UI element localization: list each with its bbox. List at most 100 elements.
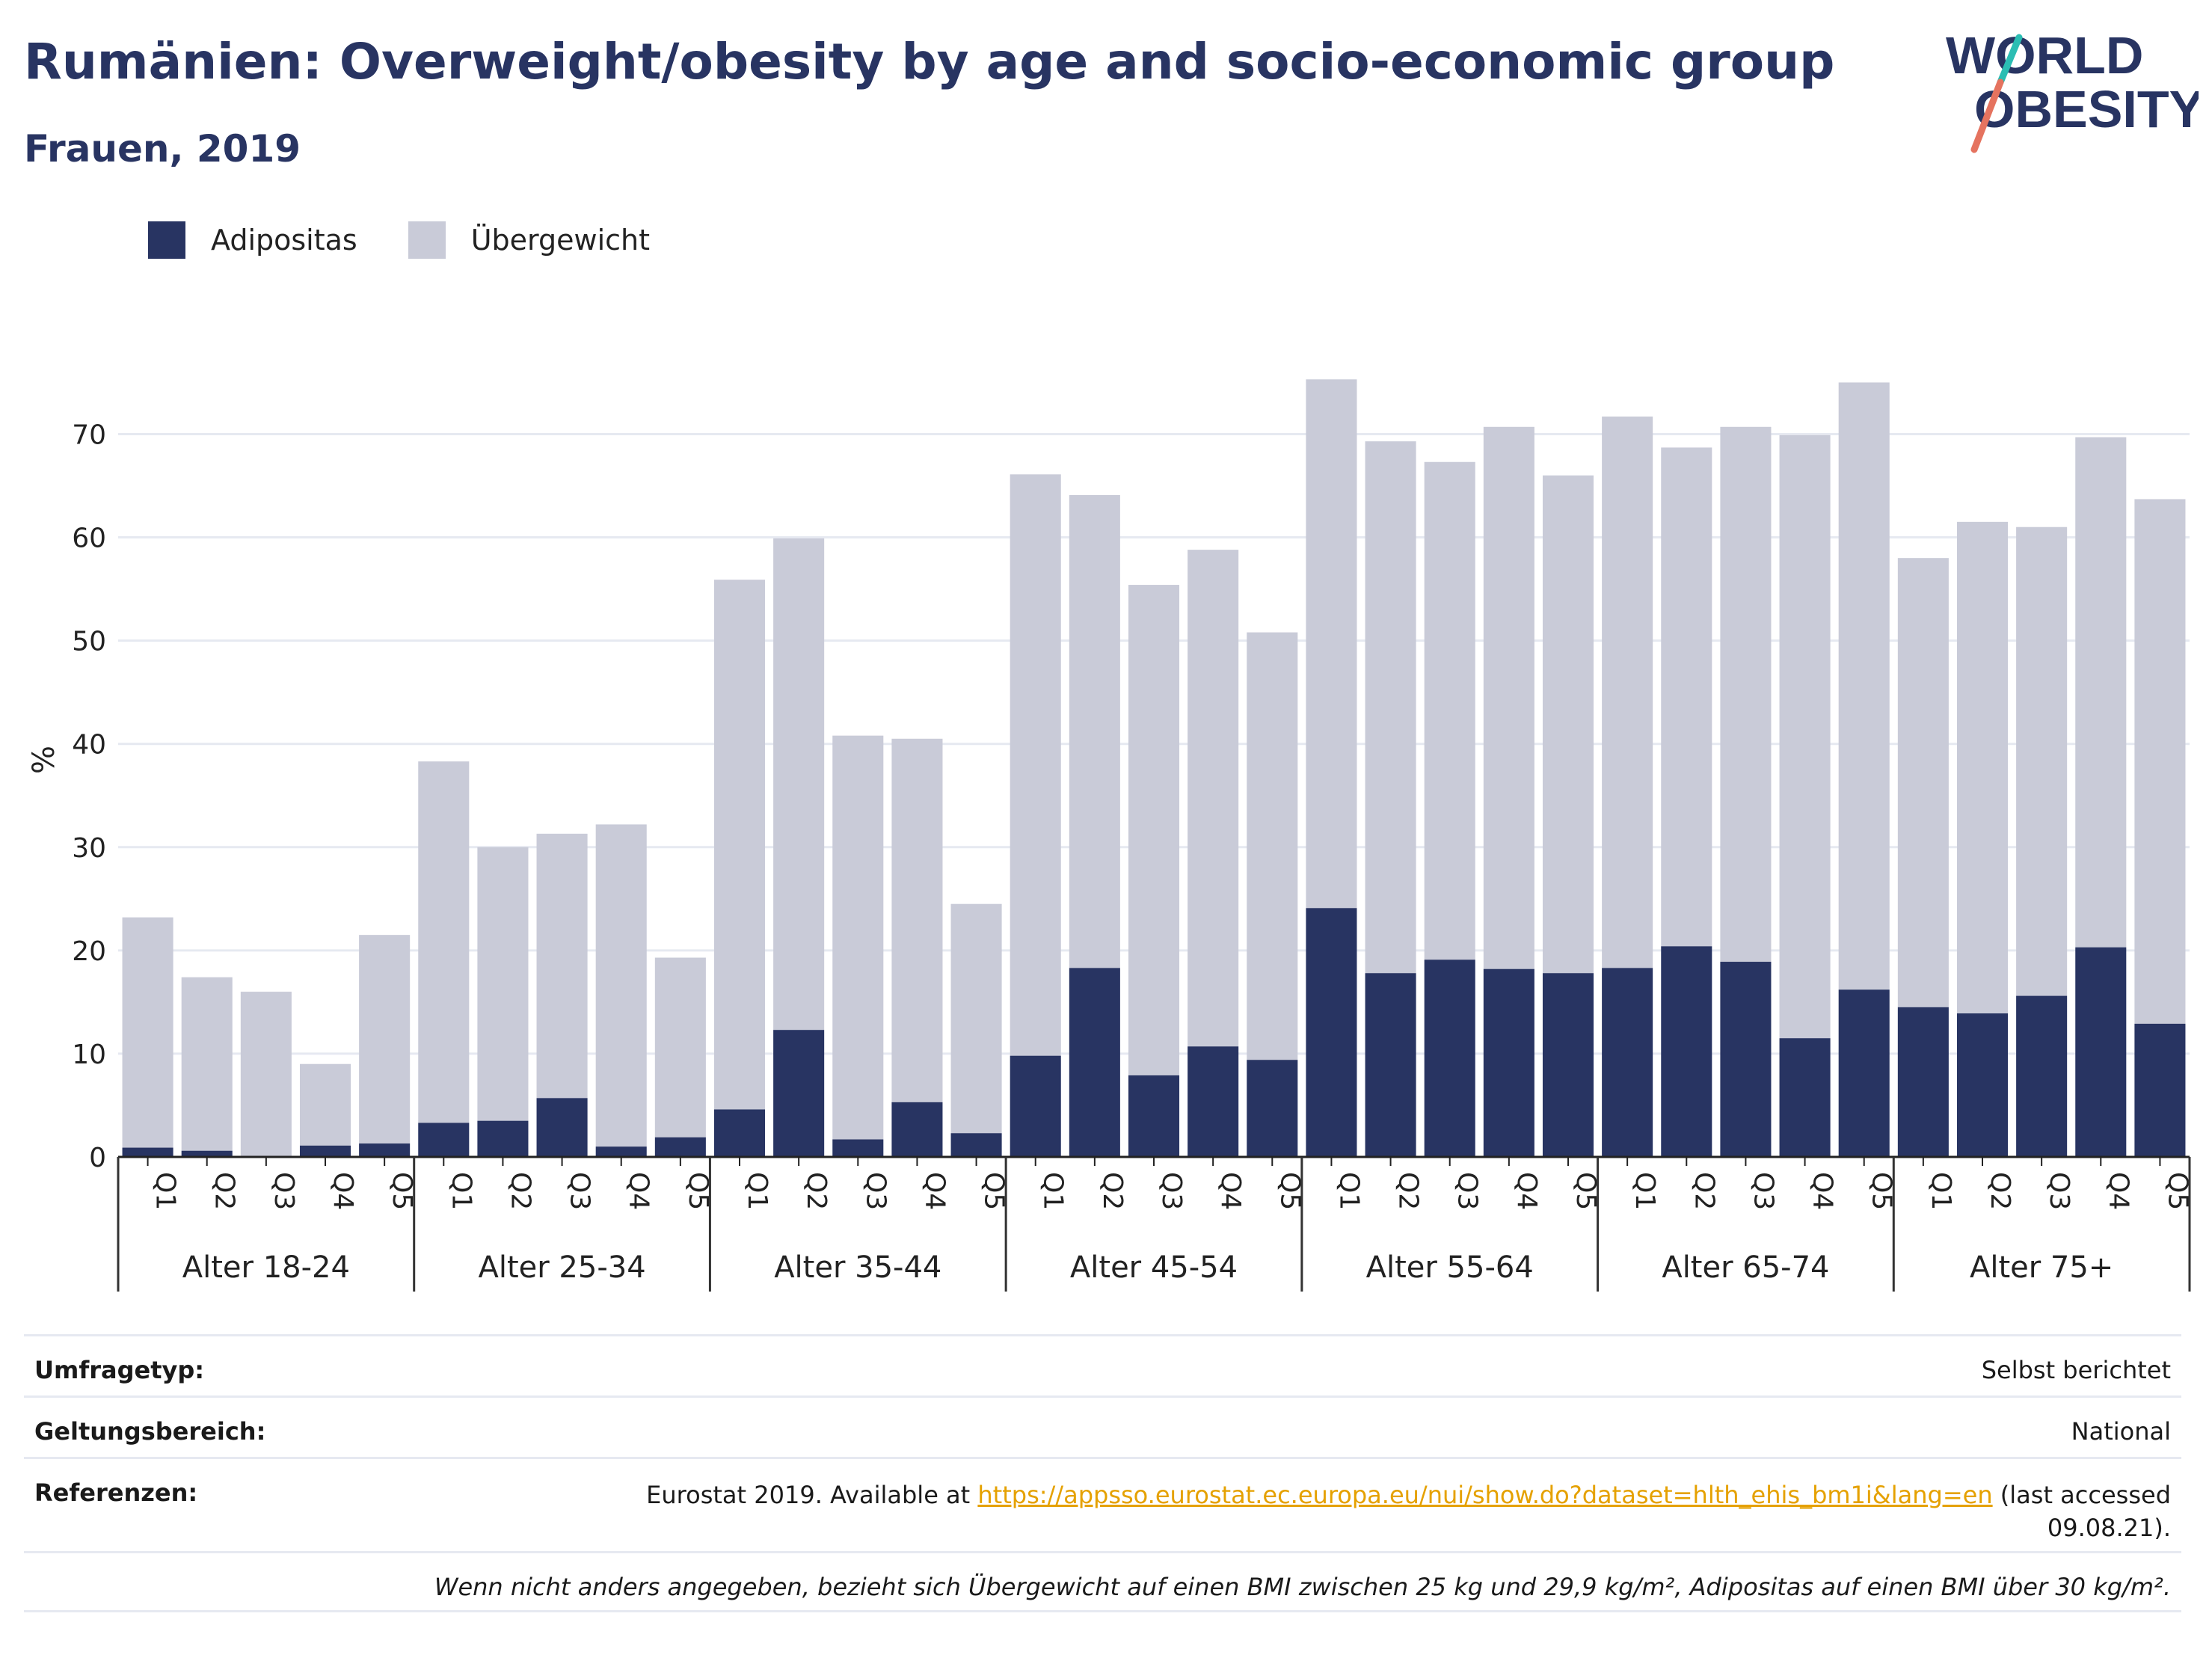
- group-label: Alter 35-44: [774, 1250, 941, 1285]
- bar-obesity: [1956, 1013, 2009, 1157]
- x-tick-label: Q2: [1689, 1172, 1719, 1210]
- bar-overweight: [1779, 435, 1831, 1039]
- bar-obesity: [832, 1139, 884, 1157]
- group-label: Alter 55-64: [1366, 1250, 1534, 1285]
- bar-obesity: [359, 1143, 411, 1157]
- info-row-survey: Umfragetyp: Selbst berichtet: [24, 1334, 2181, 1395]
- x-tick-label: Q3: [565, 1172, 595, 1210]
- bar-overweight: [832, 735, 884, 1140]
- x-tick-label: Q4: [624, 1172, 654, 1210]
- chart-title: Rumänien: Overweight/obesity by age and …: [24, 33, 1835, 90]
- bar-obesity: [1838, 989, 1890, 1157]
- x-tick-label: Q5: [1570, 1172, 1601, 1210]
- bar-overweight: [2016, 526, 2068, 996]
- group-label: Alter 65-74: [1662, 1250, 1829, 1285]
- y-tick-label: 20: [72, 936, 106, 967]
- ref-link[interactable]: https://appsso.eurostat.ec.europa.eu/nui…: [977, 1481, 1993, 1509]
- bar-obesity: [1128, 1075, 1180, 1157]
- survey-type-label: Umfragetyp:: [34, 1356, 205, 1384]
- bar-obesity: [1720, 962, 1772, 1157]
- bar-overweight: [536, 833, 588, 1099]
- x-tick-label: Q2: [801, 1172, 832, 1210]
- x-tick-label: Q4: [2103, 1172, 2133, 1210]
- x-tick-label: Q2: [505, 1172, 535, 1210]
- x-tick-label: Q5: [2162, 1172, 2193, 1210]
- x-tick-label: Q4: [328, 1172, 358, 1210]
- x-tick-label: Q1: [742, 1172, 772, 1210]
- x-tick-label: Q1: [1333, 1172, 1364, 1210]
- group-label: Alter 75+: [1970, 1250, 2113, 1285]
- references-value: Eurostat 2019. Available at https://apps…: [646, 1479, 2171, 1544]
- bar-overweight: [2134, 499, 2186, 1024]
- y-tick-label: 70: [72, 420, 106, 450]
- bar-overweight: [1720, 426, 1772, 962]
- x-tick-label: Q3: [2044, 1172, 2074, 1210]
- bar-overweight: [891, 738, 943, 1102]
- bar-obesity: [1483, 968, 1534, 1157]
- bar-obesity: [477, 1120, 529, 1157]
- bar-overweight: [773, 538, 825, 1031]
- bar-overweight: [1128, 585, 1180, 1075]
- bar-obesity: [1779, 1038, 1831, 1157]
- x-tick-label: Q1: [446, 1172, 476, 1210]
- y-tick-label: 10: [72, 1040, 106, 1070]
- ref-suffix: (last accessed: [1992, 1481, 2171, 1509]
- x-tick-label: Q5: [683, 1172, 713, 1210]
- ref-date: 09.08.21).: [2047, 1514, 2171, 1542]
- bar-overweight: [1247, 632, 1298, 1060]
- bar-overweight: [1897, 558, 1949, 1007]
- x-tick-label: Q3: [1156, 1172, 1187, 1210]
- bar-obesity: [299, 1145, 351, 1157]
- bar-overweight: [713, 580, 766, 1110]
- legend: Adipositas Übergewicht: [148, 221, 701, 259]
- x-tick-label: Q4: [1215, 1172, 1246, 1210]
- bar-obesity: [1247, 1060, 1298, 1157]
- bar-obesity: [595, 1146, 647, 1157]
- bar-obesity: [1306, 908, 1357, 1157]
- bar-obesity: [891, 1102, 943, 1157]
- x-tick-label: Q2: [1393, 1172, 1424, 1210]
- info-table: Umfragetyp: Selbst berichtet Geltungsber…: [24, 1334, 2181, 1612]
- bar-overweight: [1838, 382, 1890, 990]
- bar-overweight: [950, 903, 1002, 1134]
- x-tick-label: Q2: [1097, 1172, 1128, 1210]
- bar-overweight: [654, 957, 706, 1137]
- y-tick-label: 40: [72, 730, 106, 761]
- y-tick-label: 0: [89, 1143, 106, 1173]
- bar-obesity: [1897, 1007, 1949, 1157]
- bar-obesity: [2075, 947, 2127, 1157]
- bar-obesity: [1365, 973, 1416, 1157]
- bar-overweight: [1010, 474, 1061, 1056]
- x-tick-label: Q5: [979, 1172, 1010, 1210]
- bar-obesity: [713, 1109, 766, 1157]
- bar-obesity: [122, 1147, 173, 1157]
- bar-overweight: [418, 761, 470, 1123]
- x-tick-label: Q4: [1807, 1172, 1838, 1210]
- bar-overweight: [1602, 416, 1653, 968]
- bar-overweight: [1069, 494, 1120, 968]
- ref-prefix: Eurostat 2019. Available at: [646, 1481, 978, 1509]
- bar-obesity: [2134, 1023, 2186, 1157]
- definition-note: Wenn nicht anders angegeben, bezieht sic…: [434, 1573, 2171, 1601]
- info-row-note: Wenn nicht anders angegeben, bezieht sic…: [24, 1551, 2181, 1612]
- bar-overweight: [181, 977, 233, 1151]
- bar-obesity: [1661, 946, 1712, 1157]
- legend-item-obesity[interactable]: Adipositas: [148, 221, 357, 259]
- legend-swatch-overweight: [408, 221, 446, 259]
- x-tick-label: Q1: [150, 1172, 181, 1210]
- bar-overweight: [595, 824, 647, 1147]
- bar-obesity: [1069, 968, 1120, 1157]
- group-label: Alter 45-54: [1070, 1250, 1238, 1285]
- legend-label-overweight: Übergewicht: [470, 224, 650, 257]
- legend-item-overweight[interactable]: Übergewicht: [408, 221, 650, 259]
- world-obesity-logo: WORLD OBESITY: [1946, 26, 2199, 153]
- logo-line2: OBESITY: [1974, 80, 2199, 138]
- bar-obesity: [950, 1133, 1002, 1157]
- bar-obesity: [418, 1123, 470, 1157]
- bar-obesity: [1542, 973, 1594, 1157]
- bar-overweight: [1424, 461, 1475, 960]
- bar-obesity: [654, 1137, 706, 1157]
- x-tick-label: Q4: [919, 1172, 950, 1210]
- info-row-references: Referenzen: Eurostat 2019. Available at …: [24, 1457, 2181, 1551]
- bar-obesity: [773, 1030, 825, 1157]
